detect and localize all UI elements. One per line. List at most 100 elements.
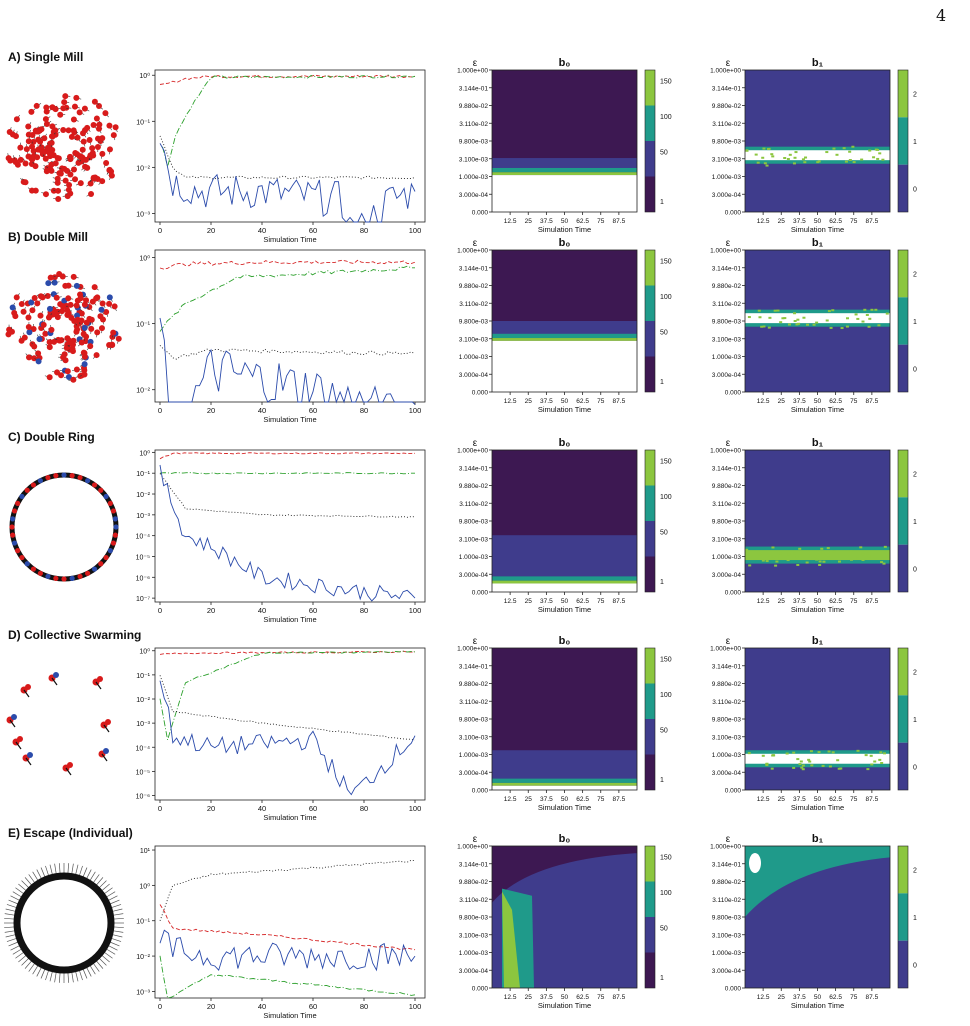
y-tick-label: 3.144e-01 — [712, 861, 742, 868]
x-tick-label: 12.5 — [504, 598, 517, 605]
colorbar-segment — [645, 106, 655, 142]
agent — [42, 331, 48, 337]
agent — [61, 576, 66, 581]
y-tick-label: 0.000 — [725, 390, 742, 397]
y-tick-label: 9.880e-02 — [712, 103, 742, 110]
agent — [107, 294, 113, 300]
agent — [73, 95, 79, 101]
agent — [78, 295, 84, 301]
x-tick-label: 60 — [309, 606, 317, 615]
agent — [82, 325, 88, 331]
y-tick-label: 10⁻⁵ — [136, 554, 150, 561]
speckle — [813, 324, 816, 326]
x-tick-label: 80 — [360, 406, 368, 415]
agent-heading — [15, 888, 23, 894]
speckle — [762, 560, 765, 562]
agent-heading — [37, 968, 42, 977]
x-tick-label: 40 — [258, 804, 266, 813]
heatmap-title: b₁ — [812, 57, 824, 69]
agent — [47, 374, 53, 380]
agent — [87, 137, 93, 143]
agent-heading — [99, 881, 106, 888]
plot-frame — [155, 648, 425, 800]
x-tick-label: 62.5 — [829, 218, 842, 225]
heatmap-title: b₁ — [812, 237, 824, 249]
colorbar-tick-label: 1 — [913, 519, 917, 526]
colorbar-segment — [645, 846, 655, 882]
agent — [87, 343, 93, 349]
colorbar-segment — [645, 684, 655, 720]
x-tick-label: 87.5 — [613, 598, 626, 605]
speckle — [764, 162, 767, 164]
speckle — [828, 751, 831, 753]
agent — [14, 116, 20, 122]
agent — [61, 472, 66, 477]
x-axis-label: Simulation Time — [791, 803, 844, 812]
speckle — [760, 326, 763, 328]
colorbar-tick-label: 0 — [913, 764, 917, 771]
y-tick-label: 1.000e-03 — [712, 950, 742, 957]
speckle — [870, 755, 873, 757]
colorbar-tick-label: 150 — [660, 259, 672, 266]
y-tick-label: 1.000e-03 — [459, 752, 489, 759]
y-tick-label: 0.000 — [472, 210, 489, 217]
y-tick-label: 3.000e-04 — [459, 968, 489, 975]
agent — [67, 154, 73, 160]
heatmap-title: b₀ — [559, 237, 571, 249]
y-tick-label: 1.000e-03 — [712, 554, 742, 561]
agent — [32, 295, 38, 301]
agent — [10, 516, 15, 521]
agent-heading — [79, 866, 82, 876]
agent-heading — [59, 863, 60, 873]
agent — [43, 191, 49, 197]
colorbar-segment — [645, 953, 655, 989]
x-tick-label: 100 — [409, 1002, 422, 1011]
agent — [95, 144, 101, 150]
y-tick-label: 9.880e-02 — [712, 483, 742, 490]
y-tick-label: 3.000e-04 — [459, 372, 489, 379]
agent — [38, 126, 44, 132]
agent — [103, 748, 109, 754]
colorbar-segment — [898, 345, 908, 392]
speckle — [794, 320, 797, 322]
agent-heading — [90, 872, 95, 881]
heatmap-title: b₁ — [812, 437, 824, 449]
region-two-loops — [745, 754, 890, 764]
x-tick-label: 62.5 — [576, 796, 589, 803]
agent — [77, 109, 83, 115]
speckle — [878, 152, 881, 154]
speckle — [866, 553, 869, 555]
x-tick-label: 0 — [158, 1002, 162, 1011]
series-red — [160, 905, 415, 950]
x-tick-label: 25 — [525, 598, 533, 605]
speckle — [866, 768, 869, 770]
colorbar-segment — [898, 497, 908, 544]
agent — [60, 105, 66, 111]
speckle — [796, 556, 799, 558]
speckle — [804, 157, 807, 159]
agent — [71, 274, 77, 280]
speckle — [793, 162, 796, 164]
agent — [91, 122, 97, 128]
colorbar-tick-label: 150 — [660, 855, 672, 862]
region-two-loops — [745, 550, 890, 560]
speckle — [745, 549, 748, 551]
simulation-snapshot — [4, 660, 124, 790]
speckle — [766, 763, 769, 765]
agent-heading — [9, 900, 18, 904]
agent — [53, 106, 59, 112]
colorbar-tick-label: 100 — [660, 890, 672, 897]
series-red — [160, 260, 415, 269]
series-blue — [160, 465, 415, 601]
agent — [24, 146, 30, 152]
x-tick-label: 0 — [158, 804, 162, 813]
y-tick-label: 0.000 — [472, 590, 489, 597]
y-tick-label: 3.000e-04 — [459, 572, 489, 579]
agent — [82, 127, 88, 133]
y-tick-label: 10⁻¹ — [136, 919, 150, 926]
y-tick-label: 9.800e-03 — [712, 319, 742, 326]
agent — [29, 144, 35, 150]
y-tick-label: 3.144e-01 — [459, 465, 489, 472]
